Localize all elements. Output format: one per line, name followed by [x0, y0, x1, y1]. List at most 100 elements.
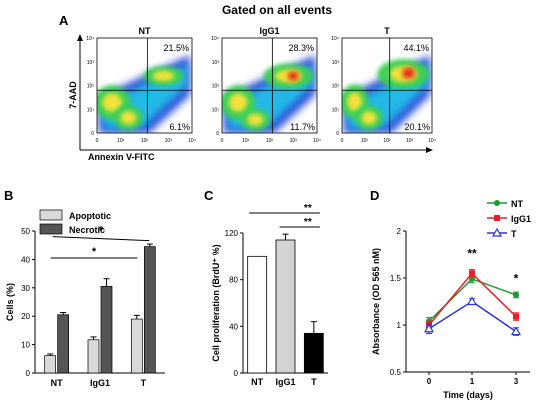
x-tick-label: 10¹	[117, 138, 125, 144]
y-tick-label: 0	[91, 131, 94, 137]
y-tick-label: 10¹	[87, 107, 95, 113]
panel-b-letter: B	[4, 188, 13, 203]
x-axis-label: Time (days)	[443, 390, 493, 400]
y-tick-label: 40	[229, 322, 238, 331]
x-tick-label: 10³	[290, 138, 298, 144]
panel-a-y-label: 7-AAD	[68, 81, 78, 109]
x-tick-label: IgG1	[90, 378, 110, 388]
data-point	[513, 291, 519, 298]
y-tick-label: 40	[21, 255, 30, 264]
density-red	[289, 72, 298, 80]
chart-d: 0.5 1 1.5 2 0 1 3 Time (days) Absorbance (OD 565…	[371, 199, 531, 400]
y-tick-label: 1.5	[390, 274, 402, 283]
panel-a-letter: A	[59, 13, 69, 28]
density-yellow	[247, 113, 264, 126]
flow-plot-frame	[341, 37, 433, 134]
density-cloud	[97, 55, 191, 133]
significance-line	[52, 236, 150, 242]
upper-right-percent: 21.5%	[163, 43, 189, 53]
bar	[130, 318, 143, 374]
legend-label: Apoptotic	[69, 211, 111, 221]
legend-swatch	[39, 223, 63, 235]
flow-plot-title: IgG1	[259, 26, 279, 36]
y-axis-label: Absorbance (OD 565 nM)	[371, 248, 381, 355]
x-tick-label: 10³	[165, 138, 173, 144]
significance-label: *	[514, 272, 519, 286]
x-tick-label: 10²	[383, 138, 391, 144]
x-tick-label: IgG1	[275, 377, 295, 387]
y-tick-label: 10⁴	[86, 36, 94, 42]
chart-c: 0 40 80 120 Cell proliferation (BrdU⁺ %) NT Ig…	[211, 203, 328, 387]
y-tick-label: 0.5	[390, 368, 402, 377]
y-tick-label: 1	[397, 321, 402, 330]
flow-plot: NT 21.5% 6.1% 00 10¹ 10¹ 10² 10² 10³ 10³ 10⁴ 10⁴	[86, 26, 196, 144]
y-tick-label: 0	[234, 369, 239, 378]
density-yellow	[361, 111, 377, 125]
chart-b: 0 10 20 30 40 50 Cells (%) NT IgG1 T Apoptotic Necr…	[5, 209, 165, 388]
lower-right-percent: 20.1%	[404, 122, 430, 132]
bar	[143, 246, 156, 374]
significance-label: **	[467, 246, 477, 260]
y-tick-label: 10³	[332, 60, 340, 66]
y-tick-label: 80	[229, 276, 238, 285]
bar	[275, 239, 296, 374]
y-axis-label: Cells (%)	[5, 283, 15, 321]
x-tick-label: T	[141, 378, 147, 388]
y-tick-label: 50	[21, 227, 30, 236]
y-tick-label: 10²	[87, 84, 95, 90]
x-tick-label: 10²	[266, 138, 274, 144]
x-tick-label: 10⁴	[188, 138, 196, 144]
panel-d-letter: D	[370, 188, 379, 203]
y-tick-label: 120	[225, 229, 239, 238]
x-tick-label: 10³	[406, 138, 414, 144]
legend-label: Necrotic	[69, 225, 105, 235]
flow-plot-title: NT	[139, 26, 151, 36]
flow-plot-frame	[96, 37, 193, 134]
data-point	[510, 326, 522, 336]
x-tick-label: 10⁴	[313, 138, 321, 144]
significance-label: **	[304, 217, 312, 228]
flow-plots: NT21.5%6.1%0010¹10¹10²10²10³10³10⁴10⁴IgG…	[86, 26, 436, 144]
x-tick-label: 10¹	[361, 138, 369, 144]
lower-right-percent: 6.1%	[169, 122, 190, 132]
y-tick-label: 10¹	[332, 107, 340, 113]
x-tick-label: 10¹	[242, 138, 250, 144]
y-tick-label: 30	[21, 284, 30, 293]
flow-plot-title: T	[384, 26, 390, 36]
x-tick-label: 10⁴	[428, 138, 436, 144]
y-axis-label: Cell proliferation (BrdU⁺ %)	[211, 244, 221, 361]
bar	[87, 339, 100, 374]
panel-c-letter: C	[204, 188, 214, 203]
bar	[57, 314, 70, 374]
data-point	[423, 323, 435, 333]
series-line	[428, 300, 517, 333]
data-point	[466, 296, 478, 306]
bar	[44, 355, 57, 374]
x-tick-label: 0	[341, 138, 344, 144]
x-tick-label: T	[311, 377, 317, 387]
legend-marker	[494, 200, 500, 206]
x-tick-label: 0	[96, 138, 99, 144]
x-tick-label: 3	[514, 377, 519, 386]
panel-a-header: Gated on all events	[222, 3, 332, 17]
x-tick-label: NT	[51, 378, 63, 388]
panel-a-x-arrowhead	[426, 147, 433, 153]
x-tick-label: 0	[221, 138, 224, 144]
flow-plot-frame	[221, 37, 318, 134]
density-yellow	[120, 111, 137, 125]
y-tick-label: 0	[216, 131, 219, 137]
x-tick-label: NT	[251, 377, 263, 387]
data-point	[513, 313, 519, 320]
y-tick-label: 0	[26, 369, 31, 378]
y-tick-label: 20	[21, 312, 30, 321]
panel-a-y-arrowhead	[77, 34, 83, 41]
upper-right-percent: 44.1%	[403, 43, 429, 53]
y-tick-label: 10⁴	[211, 36, 219, 42]
y-tick-label: 10³	[212, 60, 220, 66]
lower-right-percent: 11.7%	[290, 122, 315, 132]
density-red	[404, 69, 413, 77]
density-cloud	[222, 55, 316, 133]
x-tick-label: 0	[427, 377, 432, 386]
legend-label: NT	[511, 199, 523, 209]
